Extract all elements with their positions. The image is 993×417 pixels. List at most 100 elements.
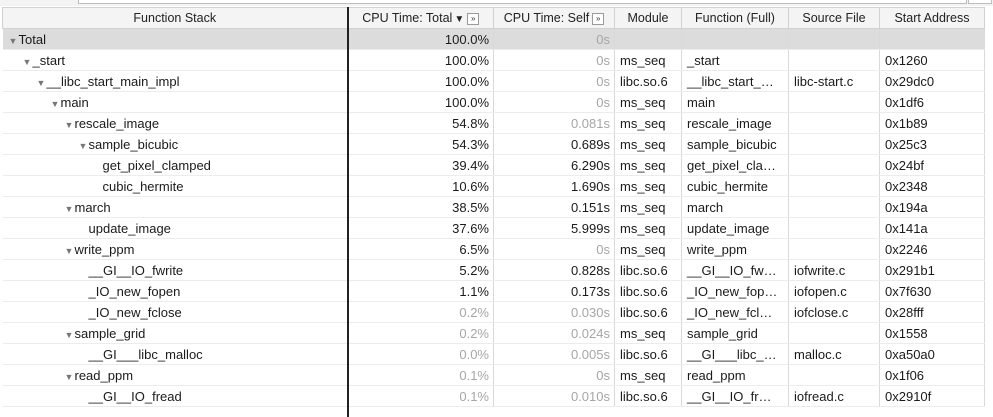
cpu-time-self-cell: 0s [493,28,615,50]
function-full-cell: get_pixel_cla… [681,154,789,176]
function-full-cell: __GI___libc_… [681,343,789,365]
table-row[interactable]: _IO_new_fopen 1.1% 0.173s libc.so.6 _IO_… [2,280,985,302]
function-full-cell: cubic_hermite [681,175,789,197]
source-file-cell: iofwrite.c [788,259,880,281]
column-header-function-stack[interactable]: Function Stack [2,7,348,29]
expand-triangle-icon[interactable]: ▼ [78,140,88,151]
function-stack-cell: ▼_start [2,49,348,71]
cpu-time-total-cell: 0.2% [346,301,494,323]
cpu-time-self-cell: 0.081s [493,112,615,134]
function-stack-cell: __GI__IO_fread [2,385,348,407]
source-file-cell [788,112,880,134]
cpu-time-self-cell: 0s [493,70,615,92]
module-cell: libc.so.6 [614,280,682,302]
cpu-time-total-cell: 100.0% [346,28,494,50]
cpu-time-total-cell: 10.6% [346,175,494,197]
table-row[interactable]: get_pixel_clamped 39.4% 6.290s ms_seq ge… [2,154,985,176]
start-address-cell: 0x1260 [879,49,985,71]
table-row[interactable]: _IO_new_fclose 0.2% 0.030s libc.so.6 _IO… [2,301,985,323]
column-header-source-file[interactable]: Source File [788,7,880,29]
grid-body: ▼Total 100.0% 0s ▼_start 100.0% 0s ms_se… [2,28,985,407]
function-stack-cell: ▼rescale_image [2,112,348,134]
function-name: __GI__IO_fread [88,388,182,404]
expand-column-icon[interactable]: » [592,12,605,25]
expand-triangle-icon[interactable]: ▼ [64,329,74,340]
function-full-cell: rescale_image [681,112,789,134]
table-row[interactable]: ▼read_ppm 0.1% 0s ms_seq read_ppm 0x1f06 [2,364,985,386]
column-header-start-address[interactable]: Start Address [879,7,985,29]
table-row[interactable]: ▼rescale_image 54.8% 0.081s ms_seq resca… [2,112,985,134]
source-file-cell [788,238,880,260]
expand-triangle-icon[interactable]: ▼ [64,371,74,382]
start-address-cell: 0x1f06 [879,364,985,386]
toolbar-button[interactable] [968,0,992,4]
table-row[interactable]: ▼march 38.5% 0.151s ms_seq march 0x194a [2,196,985,218]
top-toolbar-strip [0,0,993,6]
module-cell: ms_seq [614,217,682,239]
expand-triangle-icon[interactable]: ▼ [64,203,74,214]
column-header-cpu-time-self[interactable]: CPU Time: Self» [493,7,615,29]
table-row[interactable]: ▼_start 100.0% 0s ms_seq _start 0x1260 [2,49,985,71]
filter-bar[interactable] [78,0,967,4]
function-full-cell: sample_grid [681,322,789,344]
function-name: main [60,94,89,110]
function-name: Total [18,31,46,47]
function-stack-cell: cubic_hermite [2,175,348,197]
column-header-module[interactable]: Module [614,7,682,29]
source-file-cell [788,196,880,218]
table-row[interactable]: ▼Total 100.0% 0s [2,28,985,50]
cpu-time-self-cell: 0s [493,238,615,260]
cpu-time-total-cell: 39.4% [346,154,494,176]
source-file-cell: iofread.c [788,385,880,407]
expand-triangle-icon[interactable]: ▼ [36,77,46,88]
table-row[interactable]: __GI__IO_fwrite 5.2% 0.828s libc.so.6 __… [2,259,985,281]
cpu-time-self-cell: 0.151s [493,196,615,218]
cpu-time-self-cell: 0s [493,49,615,71]
module-cell: ms_seq [614,154,682,176]
start-address-cell: 0x2910f [879,385,985,407]
module-cell: ms_seq [614,322,682,344]
column-header-cpu-time-total[interactable]: CPU Time: Total ▼» [346,7,494,29]
source-file-cell [788,28,880,50]
function-full-cell: sample_bicubic [681,133,789,155]
table-row[interactable]: ▼__libc_start_main_impl 100.0% 0s libc.s… [2,70,985,92]
column-header-function-full[interactable]: Function (Full) [681,7,789,29]
function-stack-cell: ▼write_ppm [2,238,348,260]
function-name: _IO_new_fopen [88,283,181,299]
expand-triangle-icon[interactable]: ▼ [64,245,74,256]
expand-triangle-icon[interactable]: ▼ [64,119,74,130]
function-stack-cell: ▼main [2,91,348,113]
function-stack-cell: _IO_new_fopen [2,280,348,302]
cpu-time-total-cell: 38.5% [346,196,494,218]
bottom-up-grid: Function Stack CPU Time: Total ▼» CPU Tim… [2,7,985,407]
expand-triangle-icon[interactable]: ▼ [8,35,18,46]
cpu-time-total-cell: 0.0% [346,343,494,365]
module-cell: ms_seq [614,238,682,260]
expand-column-icon[interactable]: » [467,12,480,25]
table-row[interactable]: cubic_hermite 10.6% 1.690s ms_seq cubic_… [2,175,985,197]
module-cell: ms_seq [614,364,682,386]
cpu-time-self-cell: 0.689s [493,133,615,155]
start-address-cell: 0x7f630 [879,280,985,302]
source-file-cell: iofopen.c [788,280,880,302]
start-address-cell: 0x2246 [879,238,985,260]
function-full-cell: main [681,91,789,113]
source-file-cell [788,133,880,155]
function-name: sample_grid [74,325,146,341]
start-address-cell: 0xa50a0 [879,343,985,365]
function-name: write_ppm [74,241,135,257]
expand-triangle-icon[interactable]: ▼ [50,98,60,109]
table-row[interactable]: ▼write_ppm 6.5% 0s ms_seq write_ppm 0x22… [2,238,985,260]
grid-header-row: Function Stack CPU Time: Total ▼» CPU Tim… [2,7,985,29]
source-file-cell: malloc.c [788,343,880,365]
cpu-time-total-cell: 0.1% [346,364,494,386]
start-address-cell: 0x291b1 [879,259,985,281]
table-row[interactable]: ▼main 100.0% 0s ms_seq main 0x1df6 [2,91,985,113]
table-row[interactable]: ▼sample_grid 0.2% 0.024s ms_seq sample_g… [2,322,985,344]
table-row[interactable]: update_image 37.6% 5.999s ms_seq update_… [2,217,985,239]
table-row[interactable]: __GI__IO_fread 0.1% 0.010s libc.so.6 __G… [2,385,985,407]
expand-triangle-icon[interactable]: ▼ [22,56,32,67]
start-address-cell: 0x25c3 [879,133,985,155]
table-row[interactable]: __GI___libc_malloc 0.0% 0.005s libc.so.6… [2,343,985,365]
table-row[interactable]: ▼sample_bicubic 54.3% 0.689s ms_seq samp… [2,133,985,155]
